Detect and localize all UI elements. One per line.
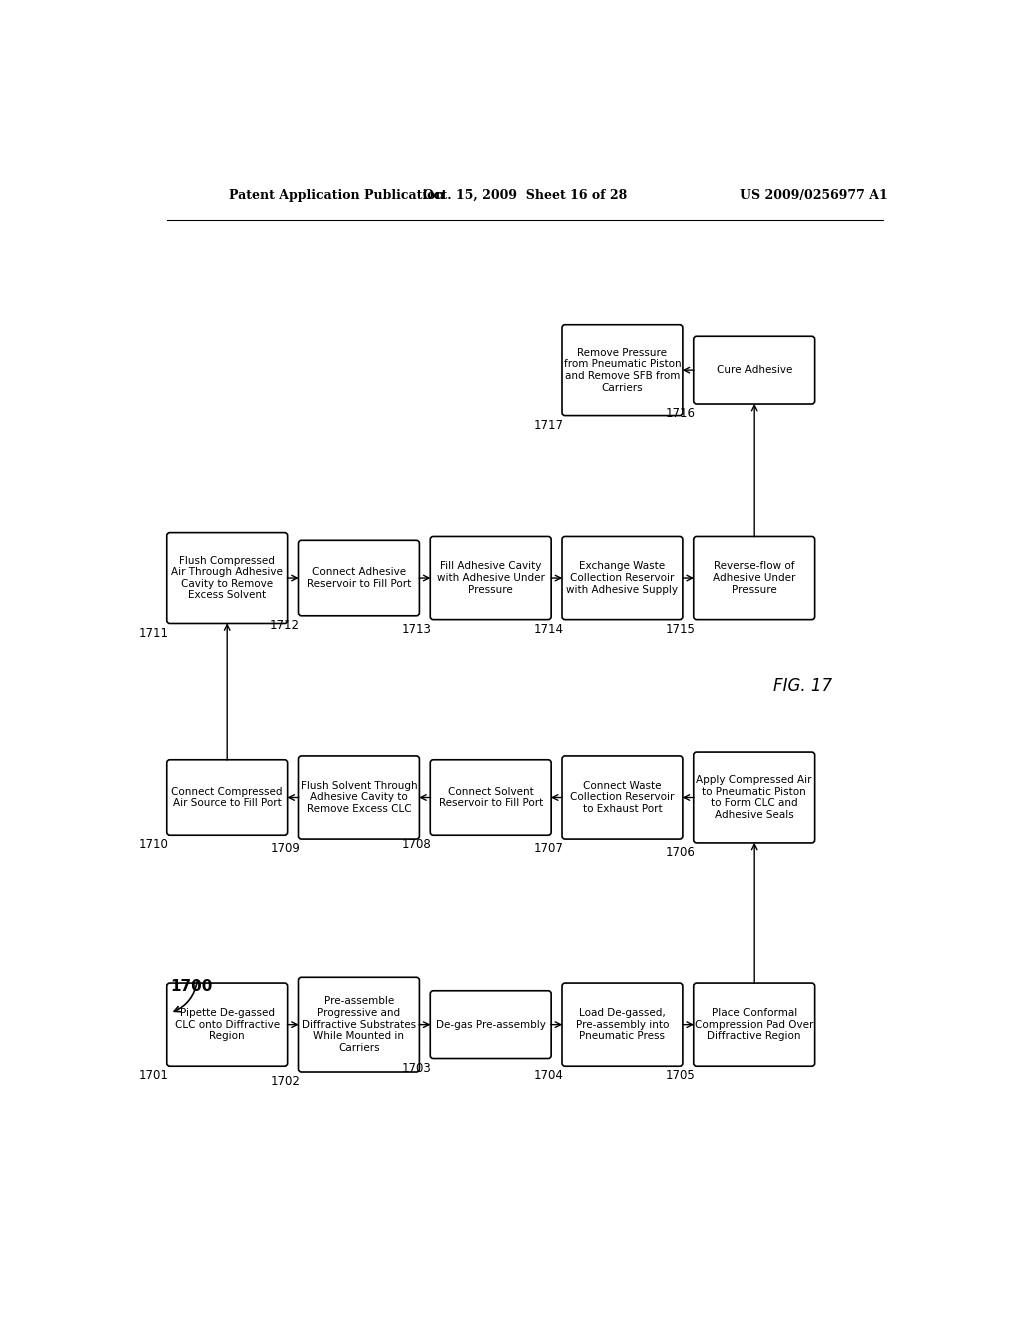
Text: 1715: 1715 bbox=[666, 623, 695, 636]
FancyBboxPatch shape bbox=[430, 536, 551, 619]
Text: 1711: 1711 bbox=[138, 627, 168, 640]
FancyBboxPatch shape bbox=[562, 983, 683, 1067]
Text: 1716: 1716 bbox=[666, 407, 695, 420]
Text: Flush Compressed
Air Through Adhesive
Cavity to Remove
Excess Solvent: Flush Compressed Air Through Adhesive Ca… bbox=[171, 556, 284, 601]
Text: 1710: 1710 bbox=[138, 838, 168, 851]
Text: 1701: 1701 bbox=[138, 1069, 168, 1082]
Text: Connect Waste
Collection Reservoir
to Exhaust Port: Connect Waste Collection Reservoir to Ex… bbox=[570, 781, 675, 814]
FancyBboxPatch shape bbox=[562, 536, 683, 619]
Text: 1717: 1717 bbox=[534, 418, 563, 432]
FancyBboxPatch shape bbox=[562, 325, 683, 416]
Text: De-gas Pre-assembly: De-gas Pre-assembly bbox=[436, 1019, 546, 1030]
FancyBboxPatch shape bbox=[299, 756, 420, 840]
FancyBboxPatch shape bbox=[430, 760, 551, 836]
Text: 1705: 1705 bbox=[666, 1069, 695, 1082]
Text: 1712: 1712 bbox=[270, 619, 300, 632]
Text: Fill Adhesive Cavity
with Adhesive Under
Pressure: Fill Adhesive Cavity with Adhesive Under… bbox=[437, 561, 545, 594]
Text: 1704: 1704 bbox=[534, 1069, 563, 1082]
FancyBboxPatch shape bbox=[167, 760, 288, 836]
Text: Pre-assemble
Progressive and
Diffractive Substrates
While Mounted in
Carriers: Pre-assemble Progressive and Diffractive… bbox=[302, 997, 416, 1053]
Text: 1708: 1708 bbox=[402, 838, 432, 851]
Text: Flush Solvent Through
Adhesive Cavity to
Remove Excess CLC: Flush Solvent Through Adhesive Cavity to… bbox=[301, 781, 417, 814]
Text: US 2009/0256977 A1: US 2009/0256977 A1 bbox=[739, 189, 888, 202]
Text: 1709: 1709 bbox=[270, 842, 300, 855]
Text: Reverse-flow of
Adhesive Under
Pressure: Reverse-flow of Adhesive Under Pressure bbox=[713, 561, 796, 594]
FancyBboxPatch shape bbox=[299, 540, 420, 615]
Text: Connect Solvent
Reservoir to Fill Port: Connect Solvent Reservoir to Fill Port bbox=[438, 787, 543, 808]
Text: Connect Compressed
Air Source to Fill Port: Connect Compressed Air Source to Fill Po… bbox=[171, 787, 283, 808]
FancyBboxPatch shape bbox=[693, 752, 815, 843]
FancyBboxPatch shape bbox=[167, 983, 288, 1067]
FancyBboxPatch shape bbox=[430, 991, 551, 1059]
Text: 1707: 1707 bbox=[534, 842, 563, 855]
Text: Load De-gassed,
Pre-assembly into
Pneumatic Press: Load De-gassed, Pre-assembly into Pneuma… bbox=[575, 1008, 669, 1041]
Text: Exchange Waste
Collection Reservoir
with Adhesive Supply: Exchange Waste Collection Reservoir with… bbox=[566, 561, 679, 594]
Text: 1703: 1703 bbox=[402, 1061, 432, 1074]
FancyBboxPatch shape bbox=[562, 756, 683, 840]
FancyBboxPatch shape bbox=[299, 977, 420, 1072]
FancyBboxPatch shape bbox=[693, 536, 815, 619]
Text: FIG. 17: FIG. 17 bbox=[773, 677, 831, 694]
FancyBboxPatch shape bbox=[693, 983, 815, 1067]
Text: Pipette De-gassed
CLC onto Diffractive
Region: Pipette De-gassed CLC onto Diffractive R… bbox=[175, 1008, 280, 1041]
Text: Cure Adhesive: Cure Adhesive bbox=[717, 366, 792, 375]
Text: 1702: 1702 bbox=[270, 1074, 300, 1088]
Text: Oct. 15, 2009  Sheet 16 of 28: Oct. 15, 2009 Sheet 16 of 28 bbox=[423, 189, 627, 202]
Text: 1713: 1713 bbox=[402, 623, 432, 636]
Text: Patent Application Publication: Patent Application Publication bbox=[228, 189, 444, 202]
Text: Connect Adhesive
Reservoir to Fill Port: Connect Adhesive Reservoir to Fill Port bbox=[307, 568, 411, 589]
Text: Apply Compressed Air
to Pneumatic Piston
to Form CLC and
Adhesive Seals: Apply Compressed Air to Pneumatic Piston… bbox=[696, 775, 812, 820]
Text: 1706: 1706 bbox=[666, 846, 695, 859]
FancyBboxPatch shape bbox=[167, 533, 288, 623]
Text: Place Conformal
Compression Pad Over
Diffractive Region: Place Conformal Compression Pad Over Dif… bbox=[695, 1008, 813, 1041]
Text: 1714: 1714 bbox=[534, 623, 563, 636]
Text: Remove Pressure
from Pneumatic Piston
and Remove SFB from
Carriers: Remove Pressure from Pneumatic Piston an… bbox=[563, 347, 681, 392]
FancyBboxPatch shape bbox=[693, 337, 815, 404]
Text: 1700: 1700 bbox=[171, 978, 213, 994]
